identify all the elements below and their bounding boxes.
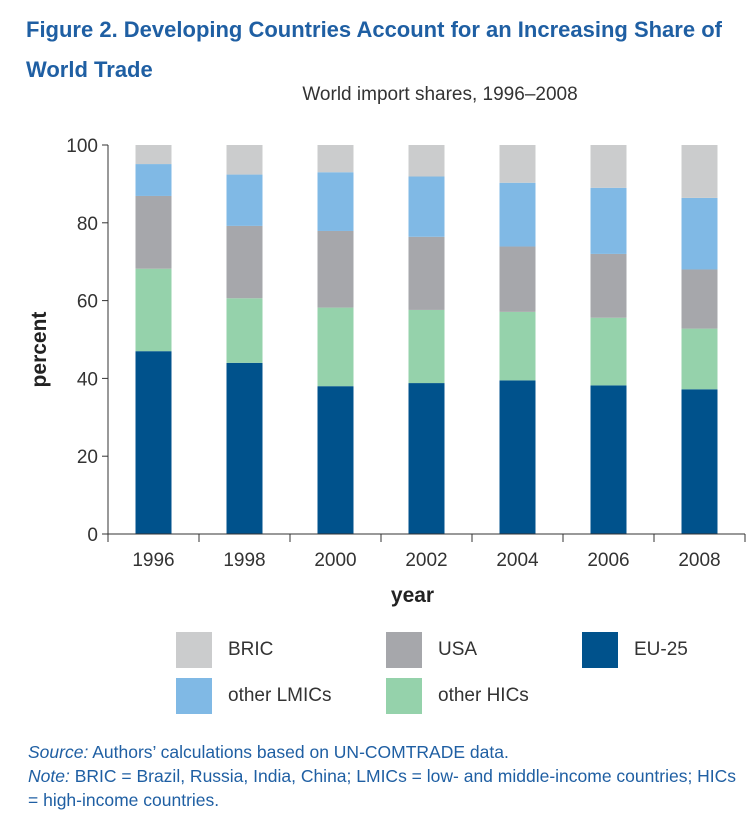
x-tick-label-2002: 2002	[405, 550, 447, 571]
y-tick-label-0: 0	[87, 525, 98, 546]
abbreviation-note: Note: BRIC = Brazil, Russia, India, Chin…	[28, 764, 743, 812]
bar-other-lmics-2004	[499, 182, 536, 247]
bar-eu-25-1998	[226, 362, 263, 534]
bar-usa-2002	[408, 236, 445, 310]
bar-usa-2008	[681, 269, 718, 329]
y-tick-label-60: 60	[77, 292, 98, 313]
bar-other-lmics-2000	[317, 172, 354, 231]
source-note: Source: Authors’ calculations based on U…	[28, 740, 743, 764]
x-tick-label-1998: 1998	[223, 550, 265, 571]
bar-other-hics-2006	[590, 317, 627, 386]
bar-other-hics-2004	[499, 311, 536, 381]
bar-eu-25-2004	[499, 380, 536, 534]
bar-other-lmics-2006	[590, 187, 627, 254]
y-tick-label-40: 40	[77, 369, 98, 390]
source-label: Source:	[28, 742, 89, 762]
bar-usa-2006	[590, 253, 627, 318]
note-text: BRIC = Brazil, Russia, India, China; LMI…	[28, 766, 737, 810]
x-tick-label-2004: 2004	[496, 550, 539, 571]
legend-label-other-lmics: other LMICs	[228, 685, 332, 706]
bar-other-lmics-2008	[681, 197, 718, 270]
bar-other-hics-1998	[226, 298, 263, 363]
bar-usa-2000	[317, 230, 354, 308]
legend-swatch-usa	[386, 632, 422, 668]
bar-usa-1998	[226, 225, 263, 299]
y-tick-label-100: 100	[66, 136, 98, 157]
legend-item-eu25: EU-25	[582, 632, 688, 668]
legend-item-other-lmics: other LMICs	[176, 678, 331, 714]
stacked-bar-chart: 0 20 40 60 80 100 1996 1998 2000 2002 2004 2006 2008…	[28, 136, 746, 607]
figure-title: Figure 2. Developing Countries Account f…	[26, 17, 722, 82]
x-tick-label-2006: 2006	[587, 550, 629, 571]
y-tick-label-20: 20	[77, 447, 98, 468]
x-tick-label-1996: 1996	[132, 550, 174, 571]
y-axis-title: percent	[28, 312, 51, 388]
bar-bric-2002	[408, 145, 445, 177]
legend-swatch-other-lmics	[176, 678, 212, 714]
legend-label-bric: BRIC	[228, 639, 274, 660]
x-tick-label-2000: 2000	[314, 550, 356, 571]
legend-label-usa: USA	[438, 639, 478, 660]
legend-label-other-hics: other HICs	[438, 685, 529, 706]
x-axis-title: year	[391, 584, 434, 607]
bar-eu-25-2000	[317, 386, 354, 534]
legend-item-other-hics: other HICs	[386, 678, 529, 714]
bar-bric-2006	[590, 145, 627, 188]
bar-eu-25-1996	[135, 351, 172, 534]
bar-eu-25-2002	[408, 383, 445, 534]
bar-other-lmics-1998	[226, 174, 263, 226]
chart-legend: BRIC USA EU-25 other LMICs other HICs	[0, 620, 751, 730]
bar-other-lmics-2002	[408, 176, 445, 237]
x-tick-label-2008: 2008	[678, 550, 720, 571]
legend-swatch-eu25	[582, 632, 618, 668]
bar-bric-2004	[499, 145, 536, 183]
legend-swatch-other-hics	[386, 678, 422, 714]
bar-bric-1998	[226, 145, 263, 175]
figure-notes: Source: Authors’ calculations based on U…	[28, 740, 743, 812]
y-tick-label-80: 80	[77, 214, 98, 235]
source-text: Authors’ calculations based on UN-COMTRA…	[88, 742, 509, 762]
bar-other-hics-2000	[317, 307, 354, 387]
bar-other-hics-2008	[681, 328, 718, 390]
bar-eu-25-2006	[590, 385, 627, 534]
bar-usa-1996	[135, 195, 172, 269]
legend-item-bric: BRIC	[176, 632, 273, 668]
bar-other-hics-2002	[408, 309, 445, 384]
legend-label-eu25: EU-25	[634, 639, 688, 660]
legend-swatch-bric	[176, 632, 212, 668]
bar-bric-2000	[317, 145, 354, 173]
bar-bric-2008	[681, 145, 718, 198]
note-label: Note:	[28, 766, 70, 786]
chart-subtitle: World import shares, 1996–2008	[302, 84, 578, 105]
bar-other-hics-1996	[135, 268, 172, 352]
legend-item-usa: USA	[386, 632, 477, 668]
bar-bric-1996	[135, 145, 172, 165]
bar-usa-2004	[499, 246, 536, 312]
bar-eu-25-2008	[681, 389, 718, 534]
bar-other-lmics-1996	[135, 164, 172, 196]
